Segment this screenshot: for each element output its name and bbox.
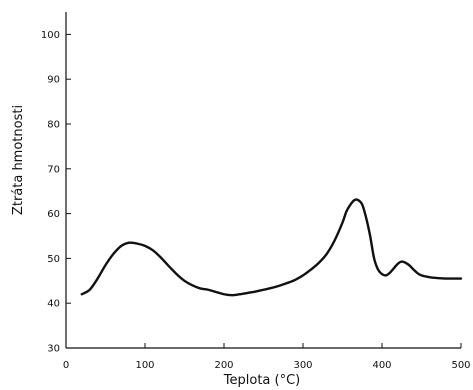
y-tick-label: 70 bbox=[47, 164, 60, 175]
y-tick-label: 30 bbox=[47, 344, 60, 355]
y-tick-label: 40 bbox=[47, 299, 60, 310]
x-axis-ticks: 0 100 200 300 400 500 bbox=[63, 343, 471, 371]
y-tick-label: 60 bbox=[47, 209, 60, 220]
x-tick-label: 300 bbox=[293, 360, 312, 371]
y-tick-label: 80 bbox=[47, 120, 60, 131]
y-axis-ticks: 30 40 50 60 70 80 90 100 bbox=[41, 30, 71, 355]
x-tick-label: 500 bbox=[451, 360, 470, 371]
series-line bbox=[80, 198, 463, 297]
y-tick-label: 90 bbox=[47, 75, 60, 86]
y-axis-title: Ztráta hmotnosti bbox=[11, 105, 26, 215]
x-tick-label: 200 bbox=[214, 360, 233, 371]
y-tick-label: 50 bbox=[47, 254, 60, 265]
x-tick-label: 400 bbox=[372, 360, 391, 371]
y-tick-label: 100 bbox=[41, 30, 60, 41]
x-tick-label: 100 bbox=[135, 360, 154, 371]
x-tick-label: 0 bbox=[63, 360, 69, 371]
x-axis-title: Teplota (°C) bbox=[223, 373, 300, 388]
